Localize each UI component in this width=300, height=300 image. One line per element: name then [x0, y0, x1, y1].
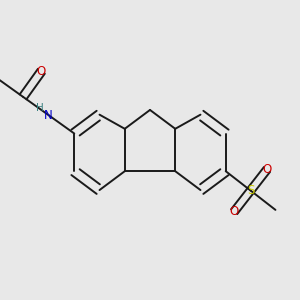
Text: H: H [36, 103, 43, 113]
Text: O: O [262, 163, 272, 176]
Text: S: S [247, 184, 254, 197]
Text: O: O [37, 65, 46, 78]
Text: O: O [230, 205, 239, 218]
Text: N: N [44, 109, 53, 122]
